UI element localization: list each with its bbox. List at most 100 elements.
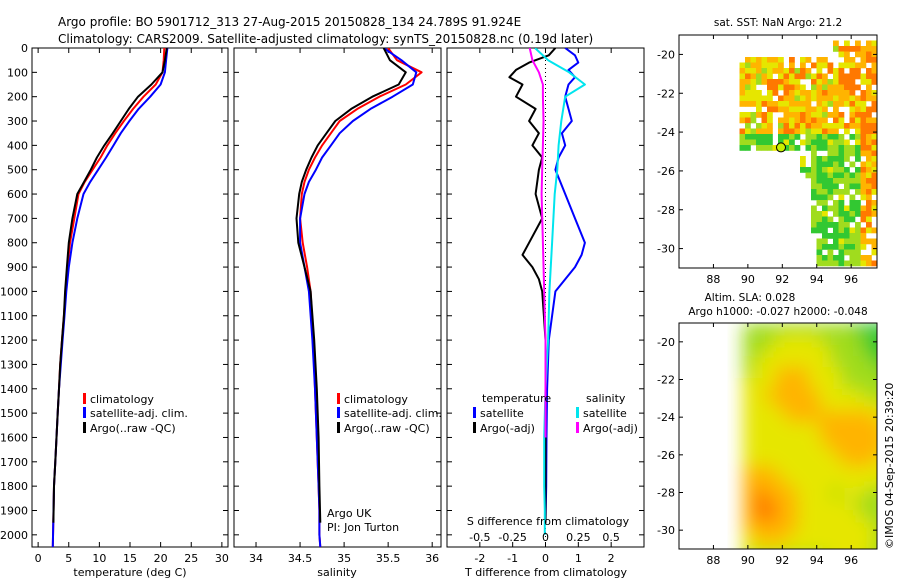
sst-cell xyxy=(849,68,856,74)
sst-cell xyxy=(833,167,839,173)
sst-cell xyxy=(816,238,823,245)
sst-cell xyxy=(789,123,795,129)
sst-cell xyxy=(745,117,751,124)
sst-cell xyxy=(783,68,790,74)
sst-cell xyxy=(833,161,839,168)
sst-cell xyxy=(789,106,795,113)
sla-cell xyxy=(809,411,821,423)
sst-cell xyxy=(860,238,867,245)
sst-cell xyxy=(794,95,801,102)
lon-tick-label: 90 xyxy=(741,273,755,286)
sla-cell xyxy=(776,367,788,379)
sst-cell xyxy=(822,79,828,85)
legend-swatch-argo xyxy=(83,422,86,433)
sst-cell xyxy=(833,139,839,146)
sst-cell xyxy=(827,205,834,212)
sst-cell xyxy=(816,117,823,124)
sst-cell xyxy=(838,189,845,195)
sst-cell xyxy=(844,211,850,217)
sla-cell xyxy=(831,356,843,368)
sla-cell xyxy=(809,323,821,335)
series-satellite xyxy=(299,48,418,547)
sst-cell xyxy=(761,123,768,129)
sst-cell xyxy=(833,150,839,157)
sst-cell xyxy=(855,227,861,234)
sst-cell xyxy=(745,145,751,151)
sla-cell xyxy=(787,477,799,489)
sst-cell xyxy=(833,178,839,184)
sst-cell xyxy=(855,189,861,195)
sst-cell xyxy=(794,90,801,96)
sst-cell xyxy=(871,178,877,184)
sst-cell xyxy=(822,134,828,140)
sst-cell xyxy=(844,216,850,223)
sla-cell xyxy=(754,378,766,390)
x-tick-label: 5 xyxy=(65,552,72,565)
sst-cell xyxy=(860,57,867,63)
sst-cell xyxy=(827,139,834,146)
sst-cell xyxy=(745,101,751,107)
sla-cell xyxy=(853,411,865,423)
sst-cell xyxy=(750,84,757,91)
lon-tick-label: 96 xyxy=(844,273,858,286)
salinity-series xyxy=(295,48,423,547)
lon-tick-label: 94 xyxy=(810,554,824,567)
sst-cell xyxy=(783,134,790,140)
sst-cell xyxy=(767,139,773,146)
sst-cell xyxy=(767,57,773,63)
sla-cell xyxy=(765,521,777,533)
argo-location-marker xyxy=(775,142,786,153)
sst-cell xyxy=(866,200,872,206)
sla-cell xyxy=(798,367,810,379)
sst-cell xyxy=(855,255,861,261)
sla-cell xyxy=(853,378,865,390)
sst-cell xyxy=(833,40,839,47)
sst-cell xyxy=(750,73,757,80)
legend-swatch-t-argo xyxy=(473,422,476,433)
sla-cell xyxy=(875,532,877,544)
sst-cell xyxy=(816,134,823,140)
sla-cell xyxy=(886,345,898,357)
sst-cell xyxy=(855,205,861,212)
sst-cell xyxy=(866,156,872,162)
sla-cell xyxy=(776,466,788,478)
sst-cell xyxy=(761,101,768,107)
sla-cell xyxy=(765,411,777,423)
x-tick-label: 0 xyxy=(35,552,42,565)
sla-cell xyxy=(831,488,843,500)
sla-map-lat-axis: -20 -22 -24 -26 -28 -30 xyxy=(657,336,877,537)
sst-cell xyxy=(827,255,834,261)
sst-cell xyxy=(866,134,872,140)
sst-cell xyxy=(822,57,828,63)
sst-cell xyxy=(827,189,834,195)
sst-map-lon-axis: 88 90 92 94 96 xyxy=(706,35,858,286)
sst-cell xyxy=(855,211,861,217)
sla-cell xyxy=(754,389,766,401)
sst-cell xyxy=(756,79,762,85)
sst-cell xyxy=(855,200,861,206)
sst-cell xyxy=(855,156,861,162)
sla-cell xyxy=(875,356,877,368)
sla-cell xyxy=(743,532,755,544)
sla-cell xyxy=(754,521,766,533)
depth-tick-label: 300 xyxy=(7,115,28,128)
sst-cell xyxy=(871,128,877,135)
sst-cell xyxy=(849,200,856,206)
sla-cell xyxy=(765,488,777,500)
sst-cell xyxy=(866,68,872,74)
legend-swatch-argo xyxy=(337,422,340,433)
depth-tick-label: 200 xyxy=(7,91,28,104)
sst-cell xyxy=(800,101,806,107)
sst-cell xyxy=(855,51,861,58)
sst-cell xyxy=(849,227,856,234)
sla-cell xyxy=(798,433,810,445)
sla-cell xyxy=(754,510,766,522)
sla-cell xyxy=(842,400,854,412)
sla-cell xyxy=(776,422,788,434)
sla-cell xyxy=(754,477,766,489)
depth-tick-label: 0 xyxy=(21,42,28,55)
sst-cell xyxy=(783,145,790,151)
sla-cell xyxy=(787,532,799,544)
sla-cell xyxy=(853,334,865,346)
